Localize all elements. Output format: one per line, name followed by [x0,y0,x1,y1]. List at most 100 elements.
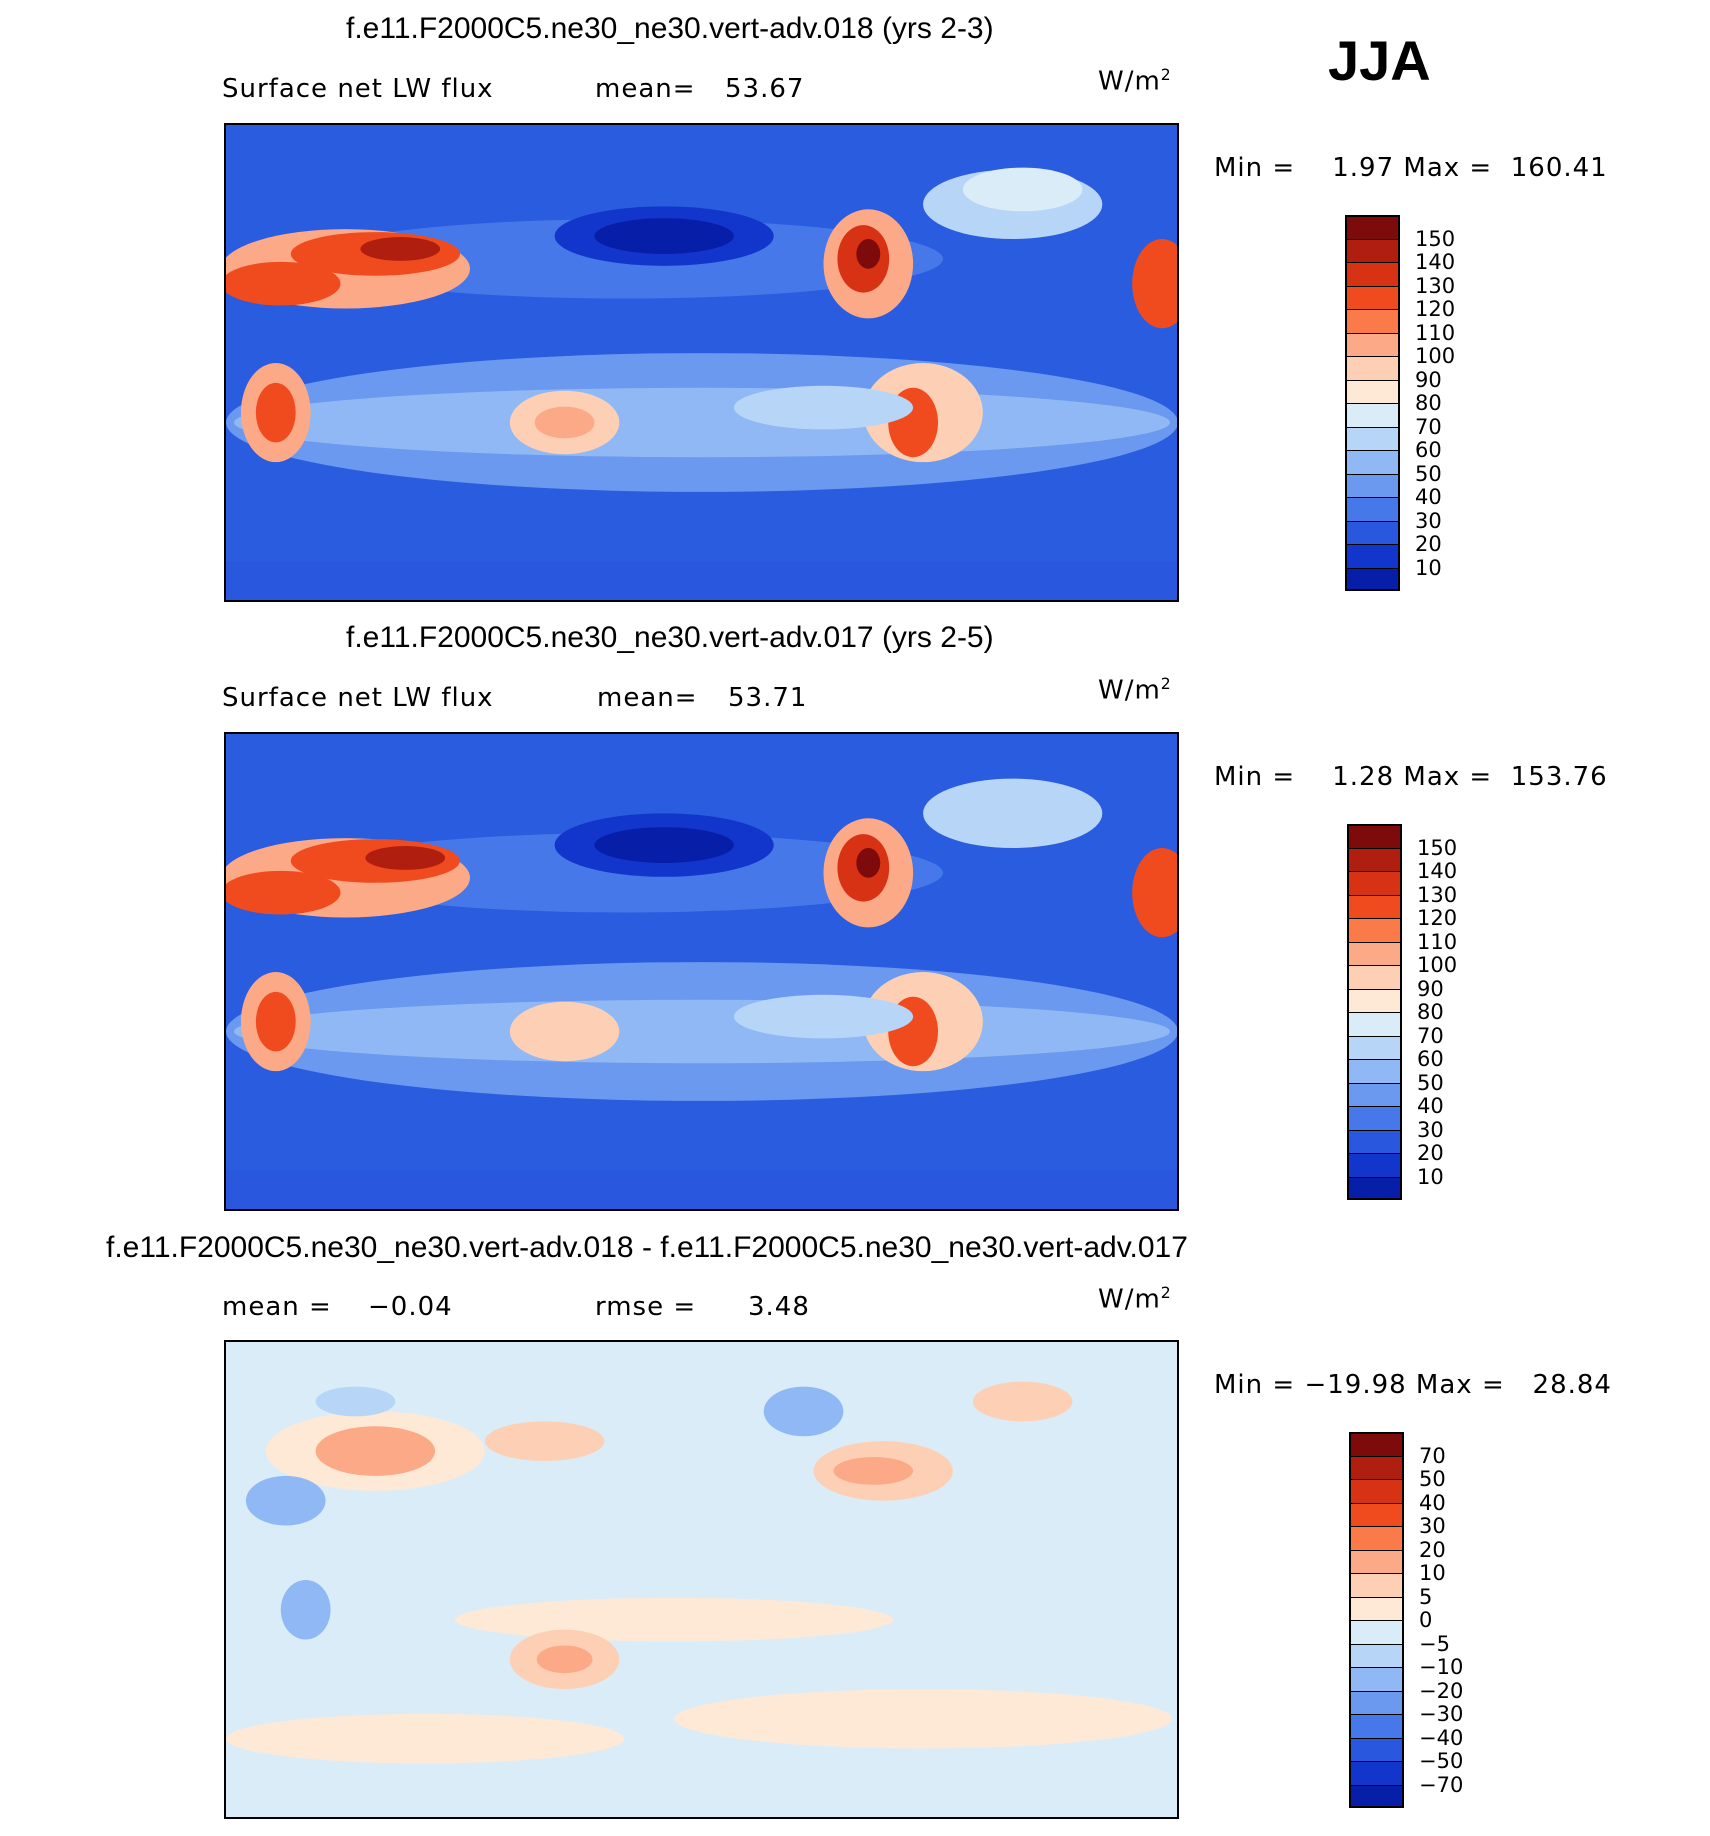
colorbar-swatch [1347,1176,1402,1200]
colorbar-swatch [1345,262,1400,286]
colorbar-swatch [1349,1502,1404,1526]
colorbar-swatch [1349,1620,1404,1644]
panel2-mean-value: 53.71 [728,683,808,713]
colorbar-label: 20 [1417,1141,1444,1165]
colorbar-label: 50 [1417,1070,1444,1095]
colorbar-label: −50 [1419,1749,1464,1773]
colorbar-swatch [1349,1573,1404,1597]
panel1-mean-value: 53.67 [725,74,805,104]
colorbar-label: 40 [1419,1490,1446,1515]
colorbar-label: 70 [1415,414,1442,439]
colorbar-label: 120 [1417,906,1458,930]
colorbar-label: 30 [1417,1117,1444,1142]
colorbar-swatch [1347,894,1402,918]
colorbar-label: 10 [1419,1561,1446,1585]
colorbar-label: 20 [1419,1537,1446,1562]
panel1-title: f.e11.F2000C5.ne30_ne30.vert-adv.018 (yr… [346,12,994,45]
colorbar-swatch [1349,1667,1404,1691]
panel2-minmax: Min = 1.28 Max = 153.76 [1214,762,1608,792]
panel3-map [224,1340,1179,1819]
panel2-variable-label: Surface net LW flux [222,683,494,713]
colorbar-label: 30 [1419,1514,1446,1538]
colorbar-swatch [1347,941,1402,965]
panel1-units: W/m2 [1098,66,1172,97]
colorbar-label: 20 [1415,532,1442,556]
colorbar-label: 100 [1415,344,1456,368]
colorbar-label: 140 [1415,250,1456,274]
colorbar-label: 150 [1415,226,1456,251]
colorbar-swatch [1347,824,1402,848]
colorbar-swatch [1345,473,1400,497]
colorbar-swatch [1347,1035,1402,1059]
colorbar-label: 110 [1415,320,1456,345]
colorbar-swatch [1349,1690,1404,1714]
panel3-rmse-value: 3.48 [748,1292,810,1322]
colorbar-swatch [1349,1526,1404,1550]
colorbar-label: 130 [1415,273,1456,298]
colorbar-swatch [1345,544,1400,568]
panel1-minmax: Min = 1.97 Max = 160.41 [1214,153,1608,183]
colorbar-swatch [1349,1549,1404,1573]
colorbar-swatch [1345,356,1400,380]
colorbar-swatch [1345,238,1400,262]
colorbar-swatch [1349,1455,1404,1479]
panel3-title: f.e11.F2000C5.ne30_ne30.vert-adv.018 - f… [106,1231,1188,1264]
colorbar-swatch [1345,497,1400,521]
colorbar-label: 50 [1419,1467,1446,1491]
colorbar-label: 140 [1417,859,1458,883]
colorbar-swatch [1347,988,1402,1012]
colorbar-swatch [1347,918,1402,942]
colorbar-label: 80 [1415,391,1442,415]
panel2-units: W/m2 [1098,675,1172,706]
colorbar-swatch [1349,1761,1404,1785]
panel3-mean-value: −0.04 [368,1292,453,1322]
colorbar-swatch [1347,1082,1402,1106]
colorbar-label: 40 [1417,1094,1444,1118]
panel1-map [224,123,1179,602]
colorbar-label: 120 [1415,297,1456,321]
colorbar-swatch [1345,567,1400,591]
colorbar-swatch [1345,520,1400,544]
panel1-map-field [226,125,1177,600]
colorbar-label: 10 [1417,1164,1444,1189]
colorbar-swatch [1347,1153,1402,1177]
colorbar-swatch [1347,1059,1402,1083]
panel2-map-field [226,734,1177,1209]
colorbar-label: 80 [1417,1000,1444,1024]
colorbar-label: 0 [1419,1608,1433,1632]
colorbar-swatch [1347,1106,1402,1130]
colorbar-label: 5 [1419,1584,1433,1609]
colorbar-label: −20 [1419,1678,1464,1703]
colorbar-label: 150 [1417,835,1458,860]
panel3-minmax: Min = −19.98 Max = 28.84 [1214,1370,1612,1400]
panel3-mean-label: mean = [222,1292,332,1322]
colorbar-label: −10 [1419,1655,1464,1679]
colorbar-swatch [1347,871,1402,895]
panel2-title: f.e11.F2000C5.ne30_ne30.vert-adv.017 (yr… [346,621,994,654]
colorbar-swatch [1345,379,1400,403]
colorbar-label: 60 [1417,1047,1444,1071]
colorbar-swatch [1345,403,1400,427]
panel3-rmse-label: rmse = [595,1292,697,1322]
season-label: JJA [1328,29,1431,92]
colorbar-swatch [1349,1714,1404,1738]
colorbar-swatch [1349,1737,1404,1761]
colorbar-label: 50 [1415,461,1442,486]
colorbar-swatch [1349,1432,1404,1456]
colorbar-label: 110 [1417,929,1458,954]
colorbar-swatch [1347,965,1402,989]
colorbar-label: −70 [1419,1772,1464,1797]
panel2-mean-label: mean= [597,683,698,713]
colorbar-label: 10 [1415,555,1442,580]
colorbar-label: −40 [1419,1725,1464,1750]
colorbar-label: 130 [1417,882,1458,907]
panel1-mean-label: mean= [595,74,696,104]
panel1-variable-label: Surface net LW flux [222,74,494,104]
colorbar-swatch [1345,332,1400,356]
colorbar-label: 60 [1415,438,1442,462]
colorbar-swatch [1345,215,1400,239]
panel2-map [224,732,1179,1211]
colorbar-label: 90 [1417,976,1444,1001]
colorbar-swatch [1349,1479,1404,1503]
colorbar-swatch [1345,450,1400,474]
